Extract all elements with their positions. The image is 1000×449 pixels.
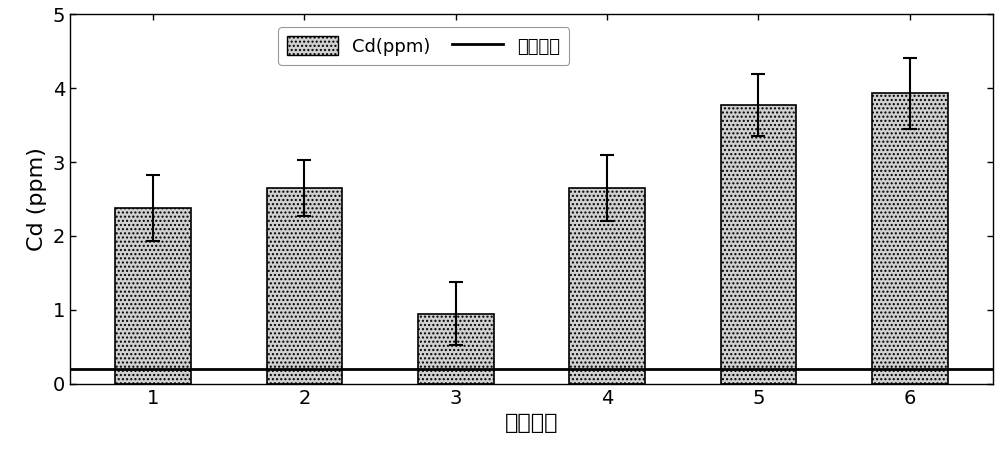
Bar xyxy=(115,208,191,383)
Bar xyxy=(872,93,948,383)
Bar xyxy=(418,313,494,383)
Bar xyxy=(569,188,645,383)
Legend: Cd(ppm), 国家标准: Cd(ppm), 国家标准 xyxy=(278,27,569,65)
Y-axis label: Cd (ppm): Cd (ppm) xyxy=(27,147,47,251)
Bar xyxy=(267,188,342,383)
X-axis label: 样品编号: 样品编号 xyxy=(505,413,558,433)
Bar xyxy=(721,105,796,383)
